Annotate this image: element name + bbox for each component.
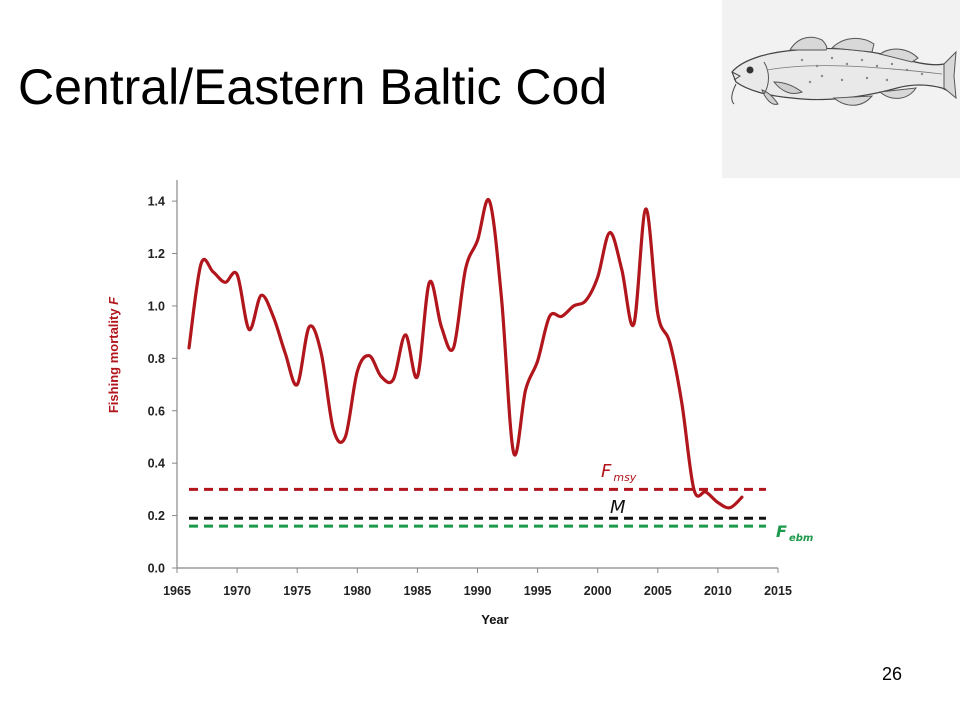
x-axis-ticks: 1965 1970 1975 1980 1985 1990 1995 2000 2005 2010… xyxy=(163,568,792,598)
slide-number: 26 xyxy=(882,664,903,684)
x-tick-label: 1965 xyxy=(163,584,191,598)
y-tick-label: 1.4 xyxy=(148,195,165,209)
cod-illustration xyxy=(722,0,960,178)
data-series xyxy=(187,197,744,510)
y-tick-label: 0.0 xyxy=(148,562,165,576)
y-tick-label: 1.0 xyxy=(148,299,165,313)
x-tick-label: 1980 xyxy=(343,584,371,598)
x-tick-label: 1970 xyxy=(223,584,251,598)
y-axis-ticks: 0.0 0.2 0.4 0.6 0.8 1.0 1.2 1.4 xyxy=(148,195,177,576)
y-tick-label: 0.4 xyxy=(148,457,165,471)
x-axis-title: Year xyxy=(481,612,508,627)
y-axis-title-text: Fishing mortality xyxy=(106,305,121,413)
x-tick-label: 1985 xyxy=(403,584,431,598)
x-tick-label: 1990 xyxy=(464,584,492,598)
y-tick-label: 1.2 xyxy=(148,247,165,261)
slide-title: Central/Eastern Baltic Cod xyxy=(18,59,608,115)
y-tick-label: 0.8 xyxy=(148,352,165,366)
x-tick-label: 2015 xyxy=(764,584,792,598)
y-tick-label: 0.2 xyxy=(148,509,165,523)
x-tick-label: 2005 xyxy=(644,584,672,598)
ref-label-m: M xyxy=(610,497,626,518)
y-tick-label: 0.6 xyxy=(148,404,165,418)
reference-lines xyxy=(189,487,766,528)
x-tick-label: 2000 xyxy=(584,584,612,598)
y-axis-title-symbol: F xyxy=(106,296,121,305)
cod-fish-icon xyxy=(731,36,957,106)
series-line xyxy=(187,197,744,510)
x-tick-label: 1975 xyxy=(283,584,311,598)
x-tick-label: 2010 xyxy=(704,584,732,598)
y-axis-title: Fishing mortality F xyxy=(106,296,121,413)
x-tick-label: 1995 xyxy=(524,584,552,598)
